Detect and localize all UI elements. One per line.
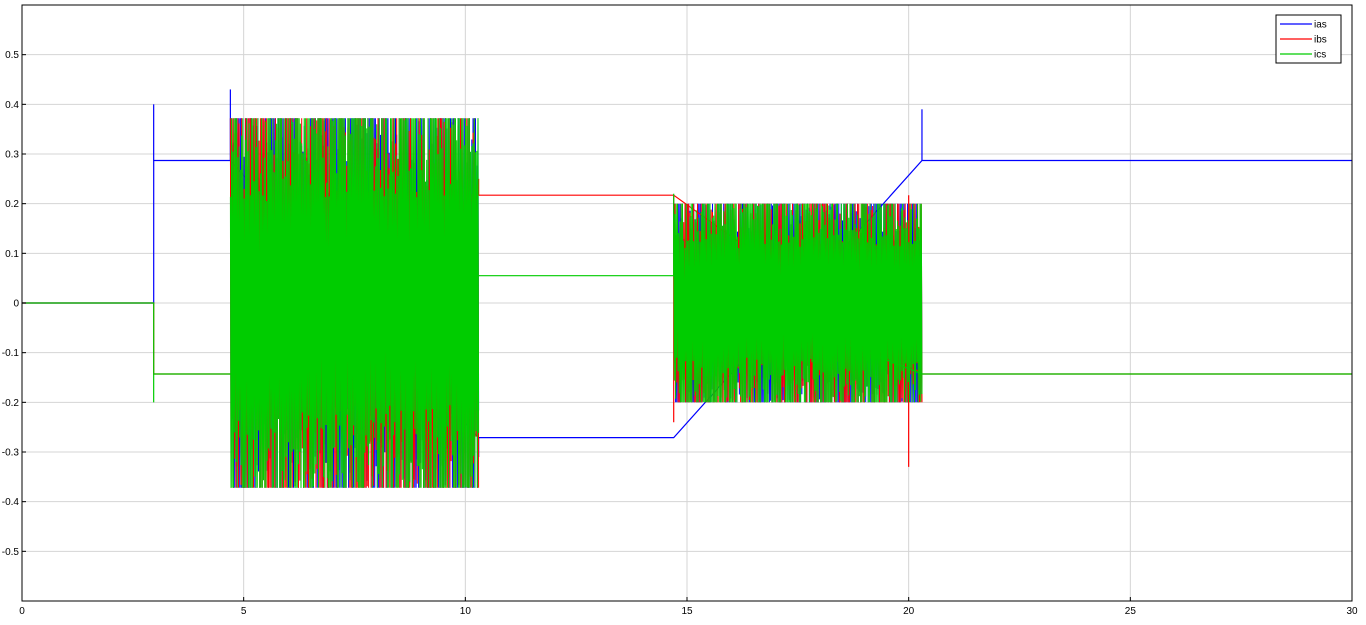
legend-label-ics: ics bbox=[1314, 50, 1326, 61]
y-tick-label: 0 bbox=[13, 299, 19, 310]
legend-label-ias: ias bbox=[1314, 20, 1327, 31]
plot-series bbox=[22, 89, 1352, 488]
x-tick-label: 10 bbox=[460, 606, 472, 617]
x-tick-label: 5 bbox=[241, 606, 247, 617]
y-tick-label: -0.4 bbox=[2, 497, 20, 508]
x-tick-label: 25 bbox=[1125, 606, 1137, 617]
oscillation-ics bbox=[673, 203, 923, 403]
y-tick-label: -0.1 bbox=[2, 348, 20, 359]
y-tick-label: 0.4 bbox=[5, 100, 19, 111]
x-tick-label: 30 bbox=[1346, 606, 1358, 617]
y-tick-label: 0.2 bbox=[5, 199, 19, 210]
legend: ias ibs ics bbox=[1275, 14, 1342, 64]
series-ics bbox=[22, 118, 1352, 488]
trace-ics bbox=[22, 275, 1352, 375]
x-tick-label: 15 bbox=[681, 606, 693, 617]
y-tick-label: -0.2 bbox=[2, 398, 20, 409]
y-tick-label: 0.5 bbox=[5, 50, 19, 61]
y-tick-label: 0.3 bbox=[5, 150, 19, 161]
y-tick-label: -0.5 bbox=[2, 547, 20, 558]
x-tick-label: 20 bbox=[903, 606, 915, 617]
legend-label-ibs: ibs bbox=[1314, 35, 1327, 46]
y-tick-label: -0.3 bbox=[2, 448, 20, 459]
axis-ticks: 0 5 10 15 20 25 30 -0.5 -0.4 -0.3 -0.2 -0.1 0 0.1 0.2 0… bbox=[2, 50, 1358, 617]
oscillation-ics bbox=[229, 118, 480, 488]
y-tick-label: 0.1 bbox=[5, 249, 19, 260]
x-tick-label: 0 bbox=[19, 606, 25, 617]
